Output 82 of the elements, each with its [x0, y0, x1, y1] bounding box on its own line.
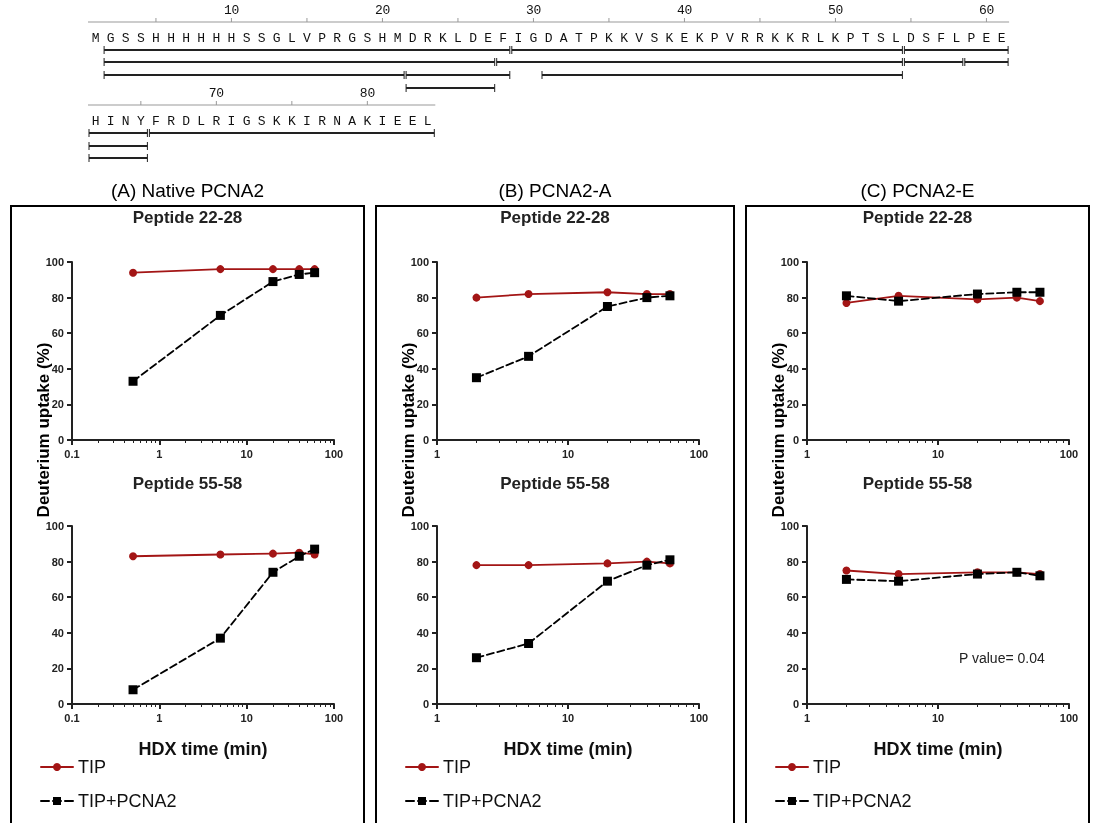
y-axis-title: Deuterium uptake (%)	[769, 342, 788, 518]
chart-title: Peptide 22-28	[500, 208, 610, 227]
x-axis-title: HDX time (min)	[503, 739, 633, 759]
y-tick-label: 40	[786, 362, 799, 375]
chart-subtitle: (B) PCNA2-A	[498, 180, 612, 202]
y-tick-label: 100	[45, 520, 64, 532]
x-tick-label: 0.1	[64, 711, 80, 724]
y-tick-label: 0	[422, 698, 429, 710]
y-tick-label: 100	[45, 256, 64, 268]
y-tick-label: 100	[410, 256, 429, 268]
y-tick-label: 60	[786, 327, 799, 340]
y-tick-label: 0	[792, 434, 799, 446]
x-tick-label: 1	[156, 711, 163, 724]
annotation: P value= 0.04	[958, 650, 1045, 666]
x-tick-label: 10	[931, 447, 945, 460]
y-tick-label: 0	[57, 434, 64, 446]
y-tick-label: 20	[786, 662, 799, 675]
legend-label: TIP	[813, 757, 842, 777]
chart-title: Peptide 22-28	[132, 208, 243, 227]
y-tick-label: 20	[416, 662, 429, 675]
y-tick-label: 40	[416, 362, 429, 375]
y-tick-label: 20	[416, 398, 429, 411]
x-axis-title: HDX time (min)	[138, 739, 268, 759]
y-tick-label: 60	[416, 327, 429, 340]
x-tick-label: 10	[561, 447, 575, 460]
chart-title: Peptide 55-58	[862, 474, 973, 493]
legend-label: TIP+PCNA2	[443, 791, 542, 811]
y-tick-label: 80	[51, 555, 64, 568]
y-tick-label: 60	[51, 591, 64, 604]
chart-title: Peptide 22-28	[862, 208, 973, 227]
y-axis-title: Deuterium uptake (%)	[399, 342, 418, 518]
y-tick-label: 0	[792, 698, 799, 710]
x-tick-label: 10	[931, 711, 945, 724]
y-tick-label: 100	[410, 520, 429, 532]
x-tick-label: 0.1	[64, 447, 80, 460]
chart-title: Peptide 55-58	[500, 474, 610, 493]
y-tick-label: 100	[780, 520, 799, 532]
y-tick-label: 100	[780, 256, 799, 268]
chart-subtitle: (C) PCNA2-E	[860, 180, 975, 202]
legend-label: TIP	[443, 757, 472, 777]
text: HINYFRDLRIGSKKIRNAKIEEL	[91, 114, 439, 129]
legend-label: TIP	[78, 757, 107, 777]
legend-label: TIP+PCNA2	[78, 791, 177, 811]
x-tick-label: 10	[240, 447, 253, 460]
x-axis-title: HDX time (min)	[873, 739, 1003, 759]
x-tick-label: 1	[156, 447, 163, 460]
x-tick-label: 100	[1059, 711, 1079, 724]
text: 70 80	[207, 86, 375, 101]
x-tick-label: 1	[433, 711, 441, 724]
y-tick-label: 80	[416, 555, 429, 568]
y-tick-label: 20	[786, 398, 799, 411]
y-tick-label: 80	[786, 291, 799, 304]
x-tick-label: 100	[689, 711, 709, 724]
y-tick-label: 40	[51, 362, 64, 375]
y-tick-label: 60	[786, 591, 799, 604]
x-tick-label: 1	[433, 447, 441, 460]
x-tick-label: 10	[240, 711, 253, 724]
y-tick-label: 20	[51, 662, 64, 675]
y-tick-label: 40	[786, 626, 799, 639]
chart-title: Peptide 55-58	[132, 474, 243, 493]
text: MGSSHHHHHHSSGLVPRGSHMDRKLDEFIGDATPKKVSKEKPVRRKKRLKPTSLDSFLPEE	[91, 31, 1013, 46]
x-tick-label: 10	[561, 711, 575, 724]
y-tick-label: 0	[57, 698, 64, 710]
y-tick-label: 60	[416, 591, 429, 604]
x-tick-label: 1	[803, 711, 811, 724]
y-tick-label: 40	[51, 626, 64, 639]
x-tick-label: 100	[324, 447, 344, 460]
x-tick-label: 100	[324, 711, 344, 724]
y-tick-label: 80	[51, 291, 64, 304]
y-axis-title: Deuterium uptake (%)	[34, 342, 53, 518]
y-tick-label: 80	[416, 291, 429, 304]
x-tick-label: 1	[803, 447, 811, 460]
y-tick-label: 60	[51, 327, 64, 340]
text: 10 20 30 40 50 60	[222, 3, 995, 18]
x-tick-label: 100	[1059, 447, 1079, 460]
x-tick-label: 100	[689, 447, 709, 460]
y-tick-label: 80	[786, 555, 799, 568]
y-tick-label: 20	[51, 398, 64, 411]
y-tick-label: 40	[416, 626, 429, 639]
chart-subtitle: (A) Native PCNA2	[110, 180, 265, 202]
legend-label: TIP+PCNA2	[813, 791, 912, 811]
y-tick-label: 0	[422, 434, 429, 446]
